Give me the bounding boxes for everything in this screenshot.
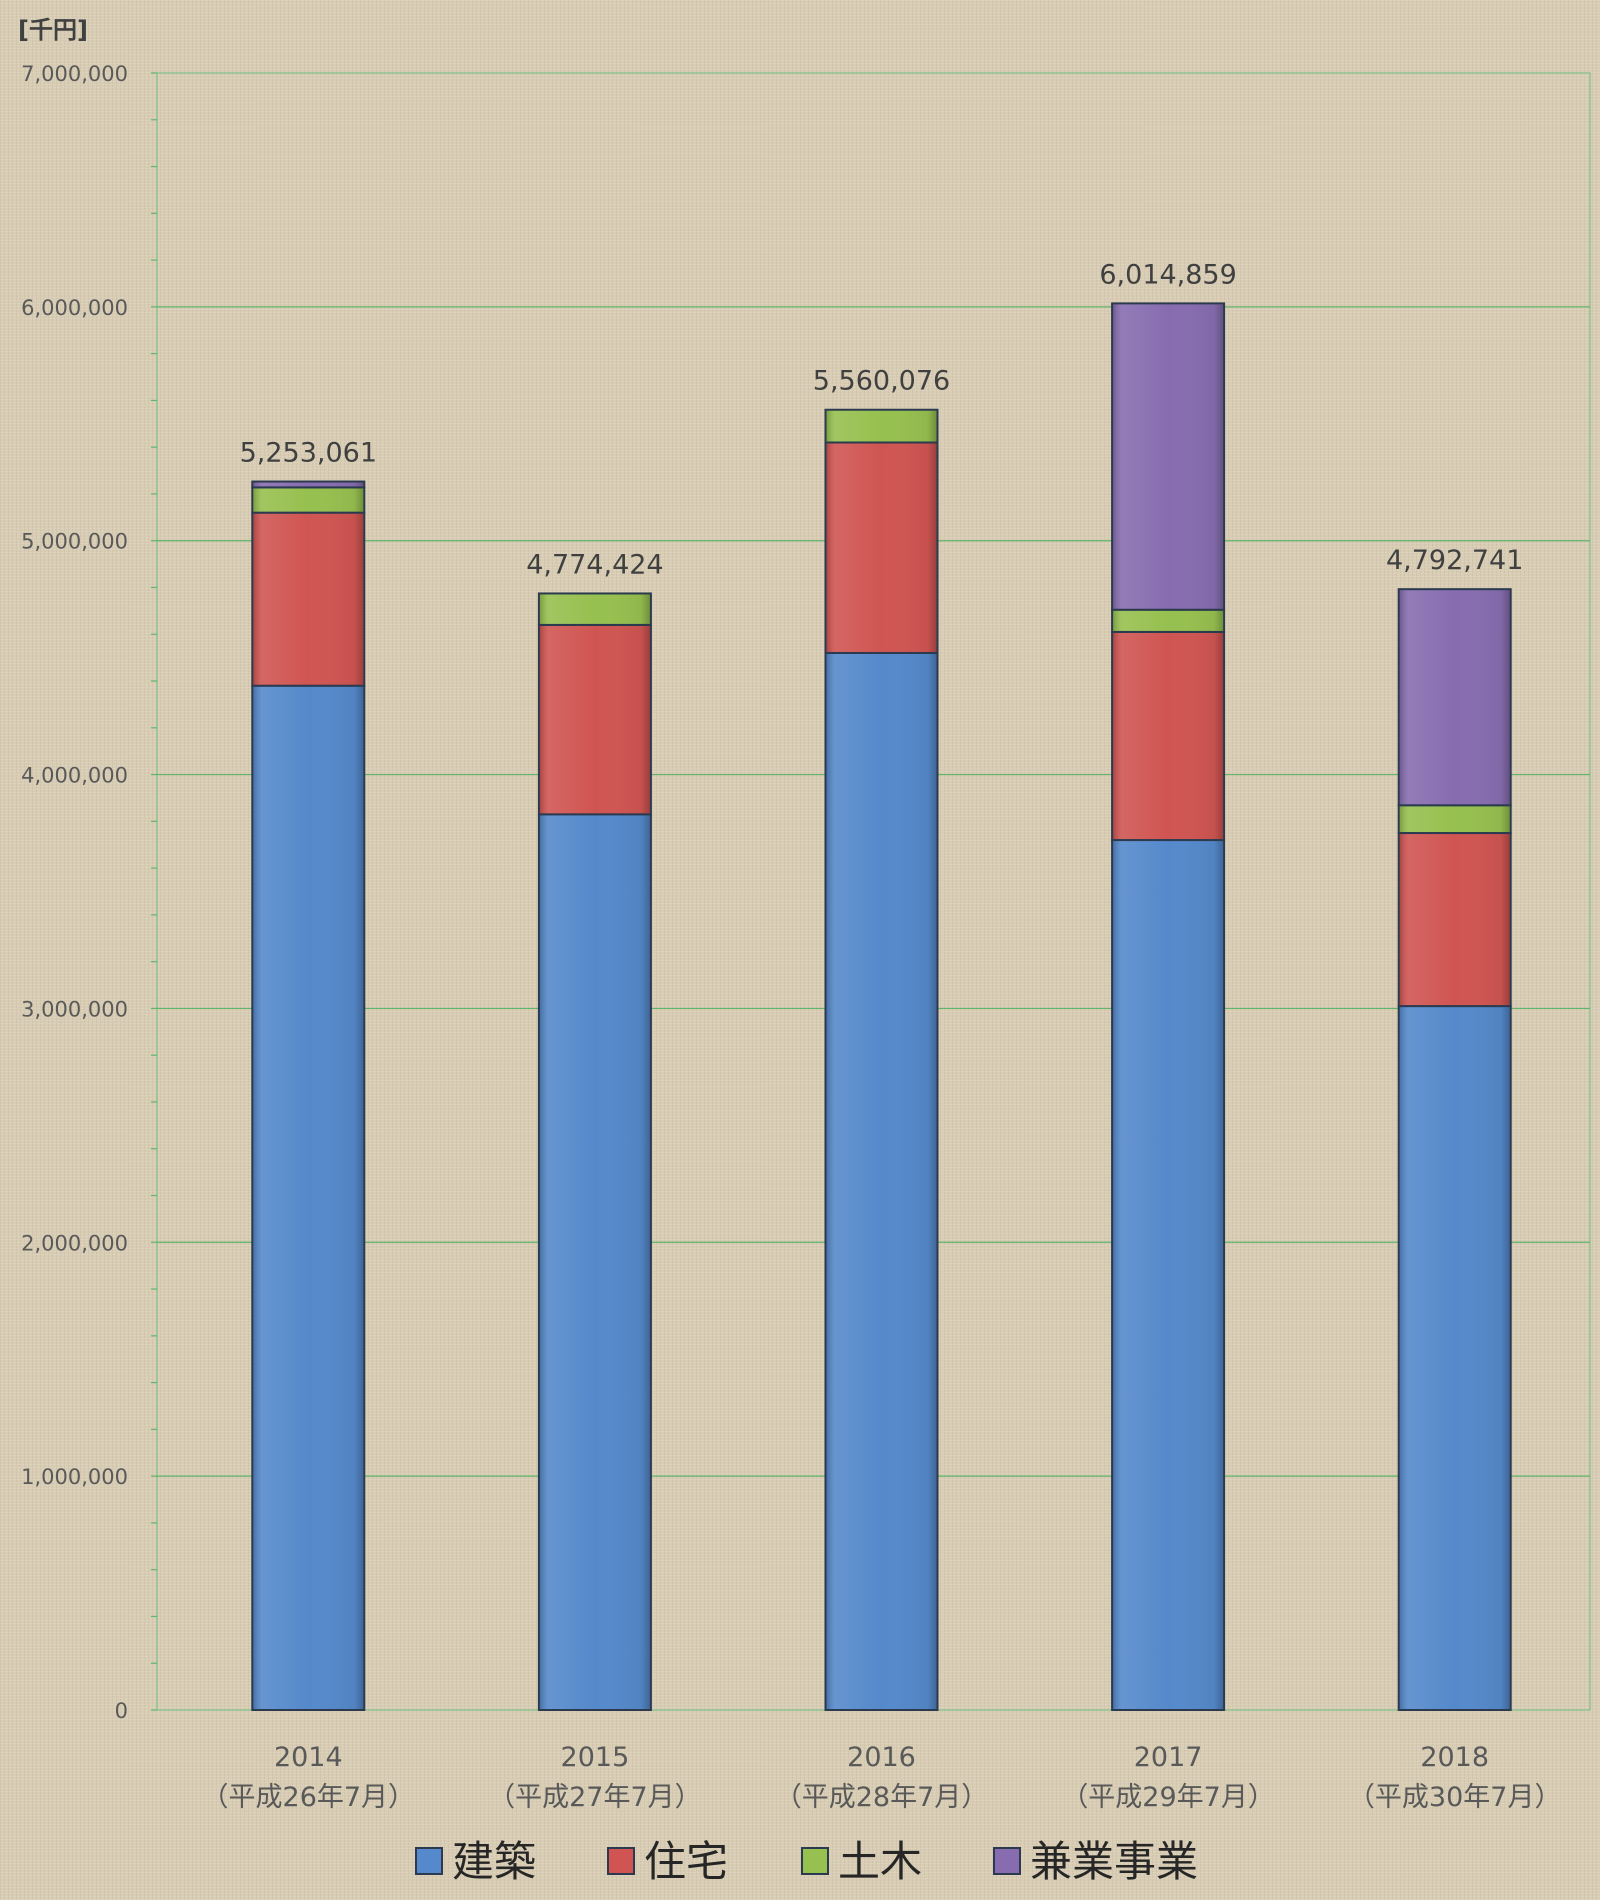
bar-bevel bbox=[253, 686, 364, 1709]
y-tick-label: 3,000,000 bbox=[21, 997, 128, 1021]
legend-swatch-建築 bbox=[415, 1847, 443, 1875]
y-tick-label: 2,000,000 bbox=[21, 1231, 128, 1255]
y-tick-label: 6,000,000 bbox=[21, 296, 128, 320]
legend: 建築 住宅 土木 兼業事業 bbox=[415, 1837, 1198, 1886]
legend-swatch-兼業事業 bbox=[993, 1847, 1021, 1875]
legend-label-建築: 建築 bbox=[452, 1837, 536, 1886]
total-label: 4,792,741 bbox=[1386, 545, 1523, 576]
y-tick-label: 4,000,000 bbox=[21, 764, 128, 788]
total-label: 6,014,859 bbox=[1099, 259, 1236, 290]
x-tick-era: （平成30年7月） bbox=[1348, 1782, 1562, 1813]
x-tick-year: 2018 bbox=[1420, 1742, 1489, 1773]
y-tick-label: 5,000,000 bbox=[21, 530, 128, 554]
x-tick-year: 2017 bbox=[1134, 1742, 1203, 1773]
x-tick-era: （平成26年7月） bbox=[202, 1782, 416, 1813]
y-tick-label: 0 bbox=[115, 1699, 128, 1723]
bar-bevel bbox=[253, 482, 364, 487]
x-tick-year: 2014 bbox=[274, 1742, 343, 1773]
legend-label-土木: 土木 bbox=[838, 1837, 922, 1886]
bar-bevel bbox=[826, 653, 937, 1709]
legend-label-住宅: 住宅 bbox=[644, 1837, 728, 1886]
bar-bevel bbox=[826, 443, 937, 652]
x-tick-era: （平成27年7月） bbox=[488, 1782, 702, 1813]
y-tick-label: 1,000,000 bbox=[21, 1465, 128, 1489]
legend-label-兼業事業: 兼業事業 bbox=[1030, 1837, 1198, 1886]
bar-bevel bbox=[539, 594, 650, 624]
bar-bevel bbox=[539, 815, 650, 1709]
bar-bevel bbox=[826, 410, 937, 442]
legend-swatch-住宅 bbox=[607, 1847, 635, 1875]
total-label: 5,253,061 bbox=[240, 438, 377, 469]
legend-swatch-土木 bbox=[801, 1847, 829, 1875]
x-tick-year: 2016 bbox=[847, 1742, 916, 1773]
bar-bevel bbox=[1113, 632, 1224, 840]
y-axis: 0 1,000,000 2,000,000 3,000,000 4,000,000 5,0… bbox=[21, 62, 157, 1723]
x-tick-era: （平成28年7月） bbox=[775, 1782, 989, 1813]
unit-label: [千円] bbox=[18, 16, 88, 44]
bar-bevel bbox=[1399, 834, 1510, 1006]
x-tick-era: （平成29年7月） bbox=[1061, 1782, 1275, 1813]
bar-bevel bbox=[1113, 304, 1224, 609]
x-axis: 2014 （平成26年7月） 2015 （平成27年7月） 2016 （平成28年7月） 2… bbox=[202, 1742, 1562, 1813]
bars: 5,253,061 4,774,424 5,560,076 6,014,859 4,79… bbox=[240, 259, 1523, 1711]
bar-bevel bbox=[253, 513, 364, 685]
total-label: 4,774,424 bbox=[526, 549, 663, 580]
bar-bevel bbox=[253, 488, 364, 512]
bar-bevel bbox=[1113, 610, 1224, 631]
y-tick-label: 7,000,000 bbox=[21, 62, 128, 86]
bar-bevel bbox=[1399, 1007, 1510, 1709]
bar-bevel bbox=[1399, 590, 1510, 805]
total-label: 5,560,076 bbox=[813, 366, 950, 397]
bar-bevel bbox=[539, 625, 650, 814]
bar-bevel bbox=[1399, 806, 1510, 833]
x-tick-year: 2015 bbox=[561, 1742, 630, 1773]
bar-bevel bbox=[1113, 841, 1224, 1709]
